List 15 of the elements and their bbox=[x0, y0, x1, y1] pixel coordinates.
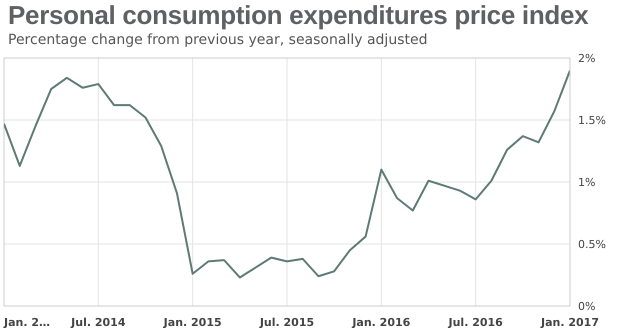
x-tick-label: Jan. 2017 bbox=[540, 316, 599, 329]
y-tick-label: 0% bbox=[578, 300, 596, 313]
x-tick-label: Jan. 2015 bbox=[162, 316, 222, 329]
x-tick-label: Jan. 2016 bbox=[351, 316, 411, 329]
chart-subtitle: Percentage change from previous year, seasonally adjusted bbox=[8, 31, 428, 50]
y-tick-label: 2% bbox=[578, 52, 596, 65]
x-tick-label: Jul. 2015 bbox=[258, 316, 314, 329]
x-tick-label: Jul. 2014 bbox=[70, 316, 126, 329]
y-tick-label: 1% bbox=[578, 176, 596, 189]
chart-title: Personal consumption expenditures price index bbox=[8, 0, 590, 30]
y-tick-label: 0.5% bbox=[578, 238, 606, 251]
y-tick-label: 1.5% bbox=[578, 114, 606, 127]
x-tick-label: Jan. 2… bbox=[3, 316, 50, 329]
line-series bbox=[4, 69, 570, 278]
x-tick-label: Jul. 2016 bbox=[448, 316, 504, 329]
